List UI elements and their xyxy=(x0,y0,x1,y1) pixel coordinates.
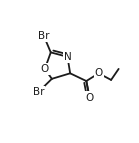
Text: Br: Br xyxy=(33,87,44,97)
Text: N: N xyxy=(64,52,71,62)
Text: Br: Br xyxy=(38,31,49,41)
Text: O: O xyxy=(85,93,94,103)
Text: O: O xyxy=(41,64,49,74)
Text: O: O xyxy=(95,68,103,78)
